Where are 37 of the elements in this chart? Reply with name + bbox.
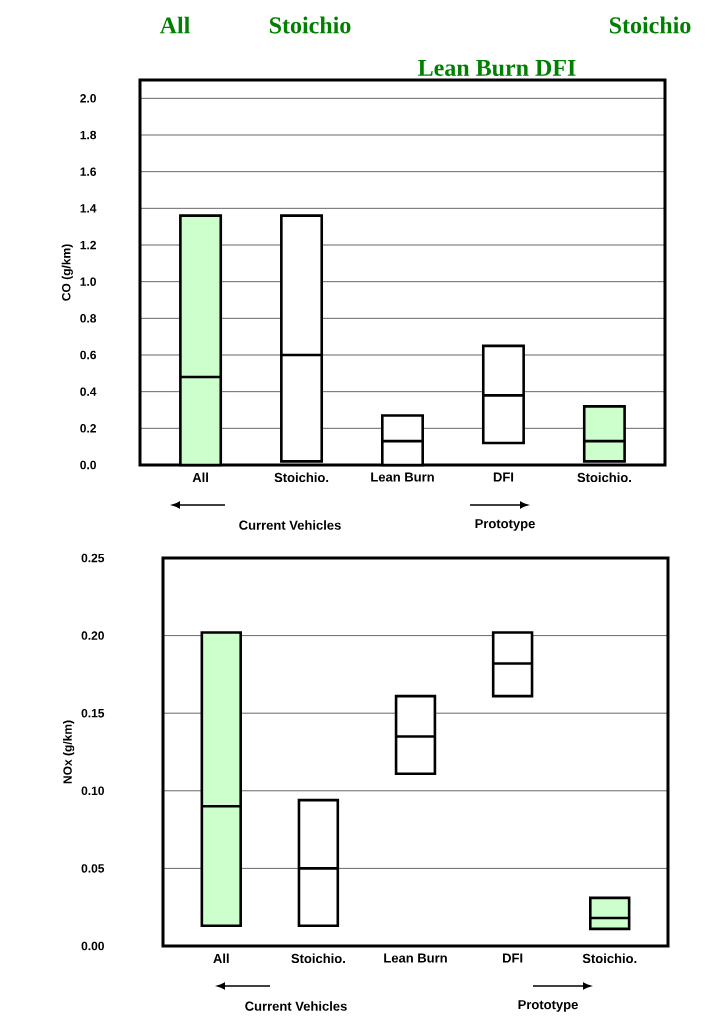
text: Lean Burn DFI	[418, 59, 576, 77]
y-tick-label: 0.4	[80, 387, 97, 396]
y-tick-label: 0.05	[81, 864, 105, 873]
x-tick-label: Stoichio.	[291, 953, 345, 964]
y-tick-label: 1.2	[80, 240, 96, 250]
y-tick-label: 0.8	[80, 314, 97, 323]
x-tick-label: All	[213, 953, 229, 963]
y-tick-label: 0.0	[80, 460, 96, 470]
y-tick-label: 2.0	[80, 94, 96, 103]
text: Stoichio	[609, 16, 691, 34]
y-tick-label: 1.4	[80, 204, 97, 213]
x-tick-label: All	[192, 472, 208, 482]
x-tick-label: DFI	[503, 953, 523, 963]
text: Prototype	[518, 1000, 578, 1012]
text: Prototype	[475, 519, 535, 531]
y-axis-title: CO (g/km)	[61, 244, 73, 301]
x-tick-label: Stoichio.	[274, 472, 329, 483]
text: All	[159, 16, 190, 34]
x-tick-label: Lean Burn	[384, 953, 447, 963]
y-tick-label: 0.20	[81, 631, 104, 640]
y-tick-label: 0.10	[81, 786, 104, 796]
y-tick-label: 0.2	[80, 424, 96, 433]
y-tick-label: 0.00	[81, 941, 104, 951]
y-tick-label: 0.15	[81, 708, 105, 718]
x-tick-label: DFI	[493, 472, 514, 482]
y-tick-label: 0.25	[81, 553, 105, 563]
text: Current Vehicles	[239, 520, 341, 530]
x-tick-label: Stoichio.	[582, 953, 637, 964]
y-tick-label: 1.0	[80, 277, 96, 286]
y-tick-label: 1.8	[80, 130, 97, 140]
text: Current Vehicles	[245, 1001, 347, 1011]
x-tick-label: Stoichio.	[577, 472, 631, 483]
y-tick-label: 1.6	[80, 167, 97, 176]
x-tick-label: Lean Burn	[371, 472, 434, 482]
y-tick-label: 0.6	[80, 350, 97, 360]
text: Stoichio	[269, 16, 351, 34]
y-axis-title: NOx (g/km)	[63, 720, 75, 784]
